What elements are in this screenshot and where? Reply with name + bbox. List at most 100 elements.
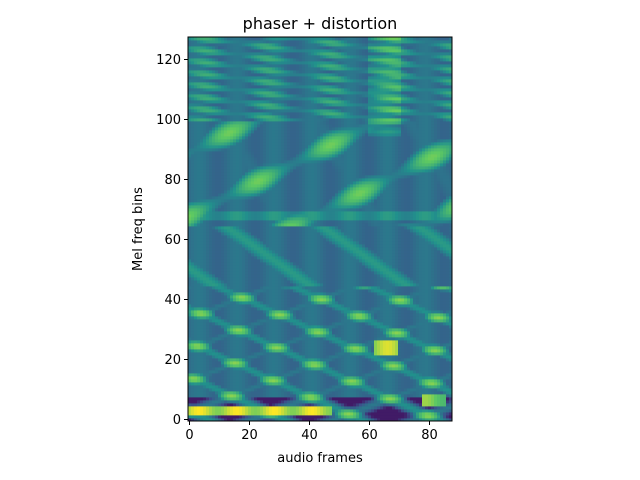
heatmap-cell — [191, 259, 195, 263]
heatmap-cell — [272, 256, 276, 260]
heatmap-cell — [245, 169, 249, 173]
heatmap-cell — [296, 274, 300, 278]
heatmap-cell — [215, 352, 219, 356]
heatmap-cell — [203, 406, 207, 410]
heatmap-cell — [254, 319, 258, 323]
heatmap-cell — [296, 172, 300, 176]
heatmap-cell — [257, 124, 261, 128]
heatmap-cell — [197, 367, 201, 371]
heatmap-cell — [266, 118, 270, 122]
heatmap-cell — [209, 340, 213, 344]
heatmap-cell — [263, 208, 267, 212]
heatmap-cell — [188, 166, 192, 170]
heatmap-cell — [224, 190, 228, 194]
heatmap-cell — [302, 235, 306, 239]
heatmap-cell — [224, 382, 228, 386]
heatmap-cell — [215, 199, 219, 203]
heatmap-cell — [218, 361, 222, 365]
heatmap-cell — [269, 283, 273, 287]
heatmap-cell — [227, 250, 231, 254]
heatmap-cell — [284, 250, 288, 254]
heatmap-cell — [254, 52, 258, 56]
heatmap-cell — [266, 67, 270, 71]
heatmap-cell — [302, 304, 306, 308]
heatmap-cell — [257, 322, 261, 326]
heatmap-cell — [290, 64, 294, 68]
heatmap-cell — [263, 391, 267, 395]
heatmap-cell — [296, 280, 300, 284]
heatmap-cell — [191, 223, 195, 227]
heatmap-cell — [278, 139, 282, 143]
heatmap-cell — [245, 262, 249, 266]
heatmap-cell — [278, 175, 282, 179]
heatmap-cell — [203, 340, 207, 344]
heatmap-cell — [269, 316, 273, 320]
heatmap-cell — [230, 136, 234, 140]
heatmap-cell — [239, 217, 243, 221]
heatmap-cell — [236, 118, 240, 122]
heatmap-cell — [272, 61, 276, 65]
heatmap-cell — [224, 148, 228, 152]
heatmap-cell — [299, 397, 303, 401]
heatmap-cell — [227, 121, 231, 125]
heatmap-cell — [197, 292, 201, 296]
heatmap-cell — [230, 196, 234, 200]
heatmap-cell — [260, 97, 264, 101]
heatmap-cell — [209, 175, 213, 179]
heatmap-cell — [233, 97, 237, 101]
heatmap-cell — [194, 190, 198, 194]
heatmap-cell — [197, 334, 201, 338]
heatmap-cell — [287, 226, 291, 230]
heatmap-cell — [227, 154, 231, 158]
heatmap-cell — [287, 418, 291, 422]
heatmap-cell — [281, 295, 285, 299]
heatmap-cell — [278, 133, 282, 137]
heatmap-cell — [239, 157, 243, 161]
heatmap-cell — [275, 403, 279, 407]
heatmap-cell — [263, 364, 267, 368]
heatmap-cell — [263, 229, 267, 233]
heatmap-cell — [239, 343, 243, 347]
heatmap-cell — [194, 88, 198, 92]
heatmap-cell — [200, 148, 204, 152]
heatmap-cell — [272, 136, 276, 140]
heatmap-cell — [206, 388, 210, 392]
heatmap-cell — [197, 322, 201, 326]
heatmap-cell — [218, 295, 222, 299]
heatmap-cell — [227, 385, 231, 389]
heatmap-cell — [197, 127, 201, 131]
heatmap-cell — [242, 193, 246, 197]
heatmap-cell — [299, 223, 303, 227]
heatmap-cell — [284, 109, 288, 113]
heatmap-cell — [200, 319, 204, 323]
heatmap-cell — [296, 310, 300, 314]
heatmap-cell — [257, 73, 261, 77]
heatmap-cell — [188, 157, 192, 161]
heatmap-cell — [251, 115, 255, 119]
heatmap-cell — [251, 379, 255, 383]
heatmap-cell — [230, 277, 234, 281]
heatmap-cell — [290, 253, 294, 257]
heatmap-cell — [299, 133, 303, 137]
heatmap-cell — [260, 115, 264, 119]
heatmap-cell — [200, 58, 204, 62]
heatmap-cell — [224, 211, 228, 215]
heatmap-cell — [275, 103, 279, 107]
heatmap-cell — [194, 325, 198, 329]
heatmap-cell — [194, 265, 198, 269]
heatmap-cell — [200, 94, 204, 98]
heatmap-cell — [263, 61, 267, 65]
heatmap-cell — [209, 337, 213, 341]
heatmap-cell — [212, 343, 216, 347]
heatmap-cell — [221, 67, 225, 71]
heatmap-cell — [287, 382, 291, 386]
heatmap-cell — [200, 61, 204, 65]
heatmap-cell — [221, 379, 225, 383]
heatmap-cell — [293, 334, 297, 338]
heatmap-cell — [224, 304, 228, 308]
heatmap-cell — [242, 112, 246, 116]
heatmap-cell — [191, 193, 195, 197]
heatmap-cell — [302, 325, 306, 329]
heatmap-cell — [269, 103, 273, 107]
heatmap-cell — [251, 310, 255, 314]
